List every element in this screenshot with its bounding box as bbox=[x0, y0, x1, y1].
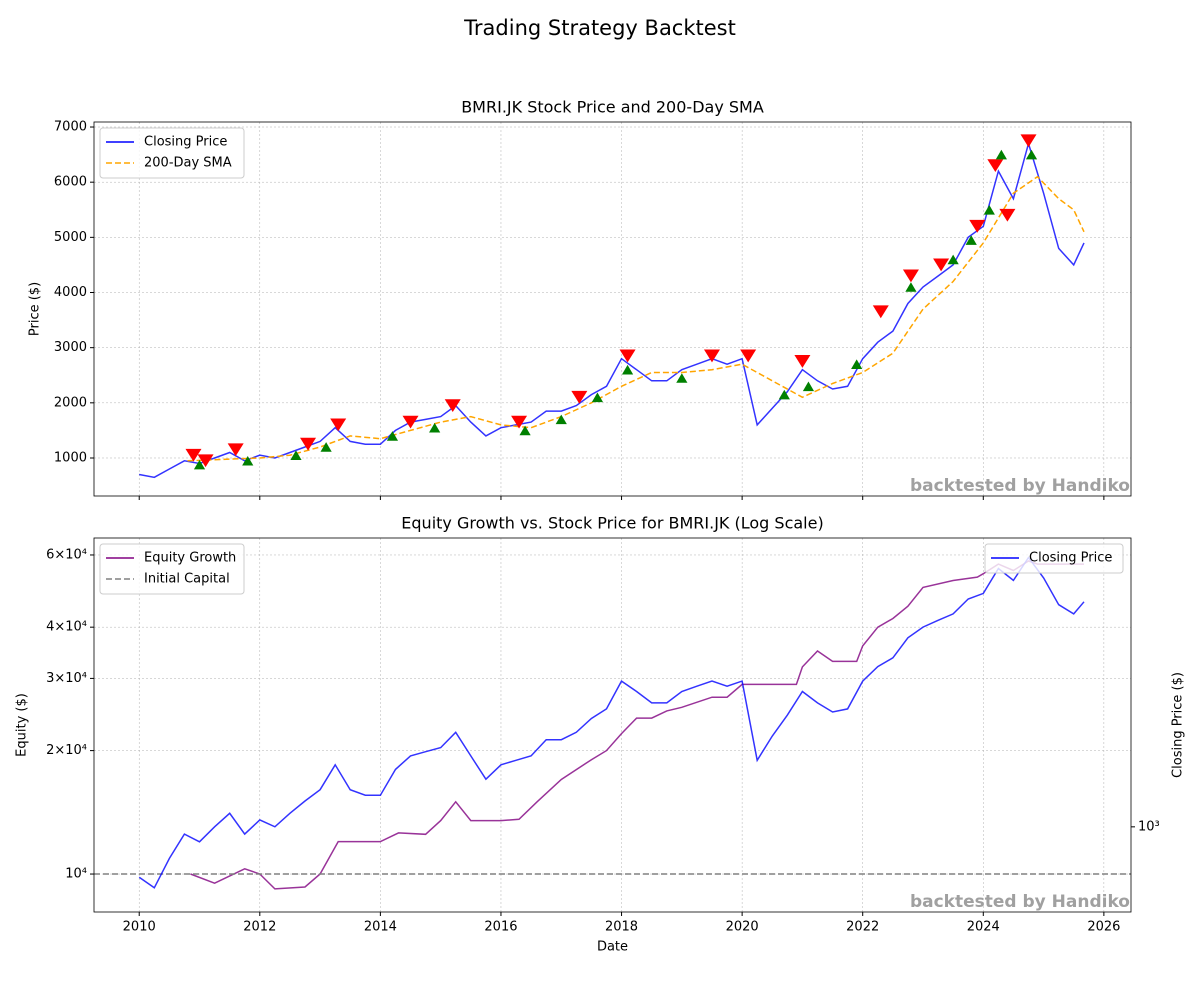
x-tick-label: 2018 bbox=[605, 920, 638, 935]
signal-marker bbox=[933, 258, 950, 272]
series-line bbox=[187, 175, 1085, 462]
signal-marker bbox=[227, 443, 244, 457]
signal-marker bbox=[330, 418, 347, 432]
y-label: Equity ($) bbox=[15, 693, 30, 757]
y-tick-label: 7000 bbox=[54, 120, 87, 135]
signal-marker bbox=[386, 431, 399, 441]
x-label: Date bbox=[597, 940, 628, 955]
signal-marker bbox=[703, 349, 720, 363]
y-tick-label: 10⁴ bbox=[65, 867, 87, 882]
legend-box bbox=[99, 543, 245, 595]
y-tick-label: 6×10⁴ bbox=[46, 547, 87, 562]
series-line bbox=[138, 556, 1085, 889]
signal-marker bbox=[872, 305, 889, 319]
legend-label: Initial Capital bbox=[144, 572, 230, 587]
x-tick-label: 2020 bbox=[726, 920, 759, 935]
signal-marker bbox=[851, 359, 863, 370]
y-tick-label: 6000 bbox=[54, 175, 87, 190]
y-label: Price ($) bbox=[28, 282, 43, 336]
y-tick-label: 2000 bbox=[54, 395, 87, 410]
signal-marker bbox=[300, 437, 317, 451]
signal-marker bbox=[290, 450, 302, 461]
signal-marker bbox=[197, 454, 214, 468]
signal-marker bbox=[965, 235, 977, 245]
signal-marker bbox=[947, 254, 959, 265]
x-tick-label: 2014 bbox=[364, 920, 397, 935]
signal-marker bbox=[740, 349, 757, 363]
watermark: backtested by Handiko bbox=[910, 892, 1130, 912]
axes-frame bbox=[93, 121, 1132, 497]
watermark: backtested by Handiko bbox=[910, 476, 1130, 496]
signal-marker bbox=[444, 399, 461, 412]
y-tick-label: 2×10⁴ bbox=[46, 743, 87, 758]
x-tick-label: 2022 bbox=[846, 920, 879, 935]
series-line bbox=[139, 140, 1085, 479]
y2-label: Closing Price ($) bbox=[1171, 672, 1186, 778]
signal-marker bbox=[429, 422, 441, 433]
signal-marker bbox=[794, 355, 811, 368]
y-tick-label: 4000 bbox=[54, 285, 87, 300]
y-tick-label: 1000 bbox=[54, 450, 87, 465]
legend-label: 200-Day SMA bbox=[144, 156, 232, 171]
signal-marker bbox=[571, 390, 588, 404]
signal-marker bbox=[402, 415, 419, 429]
signal-marker bbox=[778, 389, 790, 400]
signal-marker bbox=[519, 425, 531, 436]
signal-marker bbox=[555, 414, 567, 425]
figure-title: Trading Strategy Backtest bbox=[463, 16, 736, 40]
signal-marker bbox=[905, 282, 917, 292]
signal-marker bbox=[995, 149, 1007, 160]
y2-tick-label: 10³ bbox=[1138, 819, 1160, 834]
y-tick-label: 4×10⁴ bbox=[46, 620, 87, 635]
legend-box bbox=[99, 127, 245, 179]
series-line bbox=[190, 560, 1084, 890]
axes-frame bbox=[93, 537, 1132, 913]
signal-marker bbox=[1025, 149, 1038, 160]
legend-label: Closing Price bbox=[1029, 551, 1112, 566]
signal-marker bbox=[969, 219, 986, 233]
axes-title: BMRI.JK Stock Price and 200-Day SMA bbox=[461, 98, 764, 117]
x-tick-label: 2026 bbox=[1087, 920, 1120, 935]
signal-marker bbox=[185, 448, 202, 462]
signal-marker bbox=[987, 159, 1004, 173]
signal-marker bbox=[983, 204, 995, 215]
signal-marker bbox=[591, 392, 604, 403]
signal-marker bbox=[193, 459, 206, 470]
legend-label: Equity Growth bbox=[144, 551, 236, 566]
signal-marker bbox=[802, 381, 815, 392]
signal-marker bbox=[999, 208, 1016, 222]
legend-box bbox=[984, 543, 1124, 574]
signal-marker bbox=[676, 373, 688, 383]
x-tick-label: 2016 bbox=[484, 920, 517, 935]
y-tick-label: 3000 bbox=[54, 340, 87, 355]
axes-title: Equity Growth vs. Stock Price for BMRI.J… bbox=[401, 514, 823, 533]
x-tick-label: 2024 bbox=[967, 920, 1000, 935]
signal-marker bbox=[511, 415, 528, 429]
signal-marker bbox=[242, 455, 254, 466]
signal-marker bbox=[1020, 134, 1037, 148]
signal-marker bbox=[621, 364, 634, 375]
x-tick-label: 2010 bbox=[123, 920, 156, 935]
signal-marker bbox=[619, 349, 636, 363]
signal-marker bbox=[320, 442, 332, 452]
y-tick-label: 5000 bbox=[54, 230, 87, 245]
legend-label: Closing Price bbox=[144, 135, 227, 150]
signal-marker bbox=[902, 269, 919, 283]
y-tick-label: 3×10⁴ bbox=[46, 671, 87, 686]
x-tick-label: 2012 bbox=[243, 920, 276, 935]
